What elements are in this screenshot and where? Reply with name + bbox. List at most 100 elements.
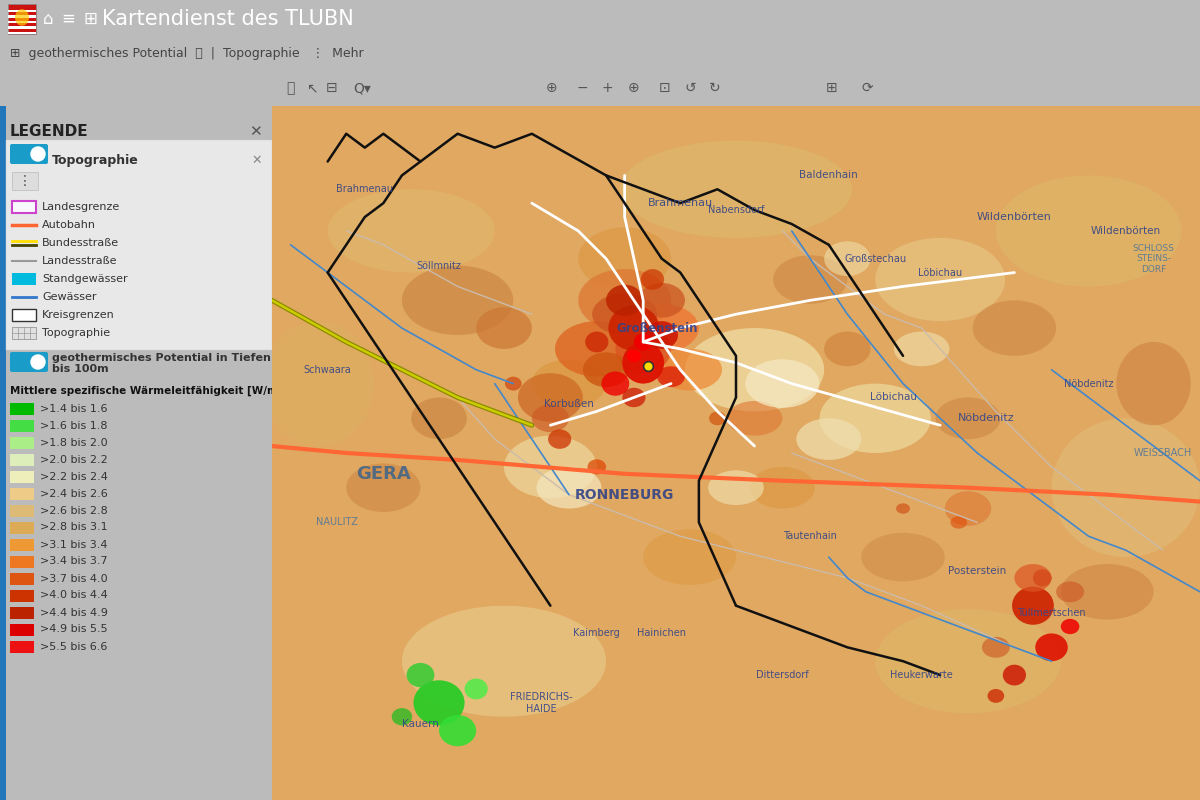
Text: −: − [576, 81, 588, 95]
Ellipse shape [996, 175, 1182, 286]
Ellipse shape [1033, 570, 1051, 586]
Text: ↺: ↺ [684, 81, 696, 95]
Text: Topographie: Topographie [42, 328, 110, 338]
Ellipse shape [439, 715, 476, 746]
Ellipse shape [944, 491, 991, 526]
Bar [10, 641, 34, 653]
Text: >2.8 bis 3.1: >2.8 bis 3.1 [40, 522, 108, 533]
Text: bis 100m: bis 100m [52, 364, 109, 374]
Ellipse shape [414, 680, 464, 726]
Text: Bundesstraße: Bundesstraße [42, 238, 119, 248]
Ellipse shape [1012, 586, 1054, 625]
Ellipse shape [797, 418, 862, 460]
Text: ⊞: ⊞ [826, 81, 838, 95]
Ellipse shape [616, 325, 671, 373]
Ellipse shape [709, 411, 726, 426]
Bar [10, 402, 34, 414]
Bar [10, 505, 34, 517]
Ellipse shape [476, 307, 532, 349]
Bar [10, 487, 34, 499]
Ellipse shape [658, 349, 722, 390]
Ellipse shape [658, 366, 685, 387]
Text: NAULITZ: NAULITZ [316, 518, 358, 527]
Text: Wildenbörten: Wildenbörten [1091, 226, 1160, 236]
Ellipse shape [1036, 634, 1068, 661]
Text: >4.0 bis 4.4: >4.0 bis 4.4 [40, 590, 108, 601]
Ellipse shape [518, 373, 583, 422]
Ellipse shape [936, 398, 1001, 439]
Text: Großenstein: Großenstein [617, 322, 698, 334]
Ellipse shape [586, 331, 608, 352]
Bar [10, 623, 34, 635]
Text: >4.4 bis 4.9: >4.4 bis 4.9 [40, 607, 108, 618]
Ellipse shape [532, 405, 569, 432]
Text: Nabensdorf: Nabensdorf [708, 205, 764, 215]
Ellipse shape [641, 269, 664, 290]
Bar [8, 10, 36, 12]
Ellipse shape [685, 328, 824, 411]
Ellipse shape [634, 334, 653, 350]
Bar [10, 419, 34, 431]
Ellipse shape [950, 516, 967, 529]
Ellipse shape [606, 285, 643, 316]
Bar [6, 140, 272, 350]
Ellipse shape [862, 533, 944, 582]
Text: Gewässer: Gewässer [42, 292, 96, 302]
Bar [10, 454, 34, 466]
Bar [12, 273, 36, 285]
Text: >5.5 bis 6.6: >5.5 bis 6.6 [40, 642, 107, 651]
Text: FRIEDRICHS-
HAIDE: FRIEDRICHS- HAIDE [510, 692, 572, 714]
Text: SCHLOSS
STEINS-
DORF: SCHLOSS STEINS- DORF [1133, 244, 1175, 274]
Bar [10, 590, 34, 602]
Ellipse shape [820, 384, 931, 453]
Text: >3.4 bis 3.7: >3.4 bis 3.7 [40, 557, 108, 566]
Text: >4.9 bis 5.5: >4.9 bis 5.5 [40, 625, 108, 634]
Ellipse shape [1051, 418, 1200, 557]
Text: Kaimberg: Kaimberg [574, 629, 620, 638]
Ellipse shape [875, 609, 1061, 714]
Bar [10, 522, 34, 534]
Text: Posterstein: Posterstein [948, 566, 1007, 576]
Text: ⋮: ⋮ [18, 174, 32, 188]
Bar [8, 21, 36, 23]
Text: >2.0 bis 2.2: >2.0 bis 2.2 [40, 454, 108, 465]
Ellipse shape [875, 238, 1006, 321]
Ellipse shape [824, 331, 870, 366]
Ellipse shape [824, 242, 870, 276]
Text: ⟳: ⟳ [862, 81, 872, 95]
Text: ↻: ↻ [709, 81, 721, 95]
Ellipse shape [773, 255, 847, 304]
Text: Schwaara: Schwaara [304, 365, 352, 374]
Text: >1.4 bis 1.6: >1.4 bis 1.6 [40, 403, 108, 414]
Ellipse shape [583, 352, 629, 387]
Text: >1.6 bis 1.8: >1.6 bis 1.8 [40, 421, 108, 430]
Ellipse shape [1061, 564, 1153, 619]
Ellipse shape [727, 401, 782, 436]
Bar [8, 26, 36, 29]
Bar [0, 106, 6, 800]
Text: ≡: ≡ [61, 10, 74, 28]
Text: Heukerwarte: Heukerwarte [890, 670, 953, 680]
Ellipse shape [1056, 582, 1084, 602]
Text: ⊟: ⊟ [326, 81, 338, 95]
Ellipse shape [578, 269, 671, 331]
Ellipse shape [391, 708, 412, 726]
Bar [10, 538, 34, 550]
Text: geothermisches Potential in Tiefen: geothermisches Potential in Tiefen [52, 353, 271, 363]
Ellipse shape [464, 678, 487, 699]
Bar [8, 4, 36, 34]
Ellipse shape [1003, 665, 1026, 686]
Text: Topographie: Topographie [52, 154, 139, 167]
Ellipse shape [750, 467, 815, 509]
Bar [8, 15, 36, 18]
Ellipse shape [894, 331, 949, 366]
Ellipse shape [745, 359, 820, 408]
Ellipse shape [505, 377, 522, 390]
Text: Mittlere spezifische Wärmeleitfähigkeit [W/mK]: Mittlere spezifische Wärmeleitfähigkeit … [10, 386, 290, 396]
Text: >2.6 bis 2.8: >2.6 bis 2.8 [40, 506, 108, 515]
Ellipse shape [638, 283, 685, 318]
Ellipse shape [623, 388, 646, 407]
Ellipse shape [536, 467, 601, 509]
Text: Landesgrenze: Landesgrenze [42, 202, 120, 212]
Text: Wildenbörten: Wildenbörten [977, 212, 1052, 222]
